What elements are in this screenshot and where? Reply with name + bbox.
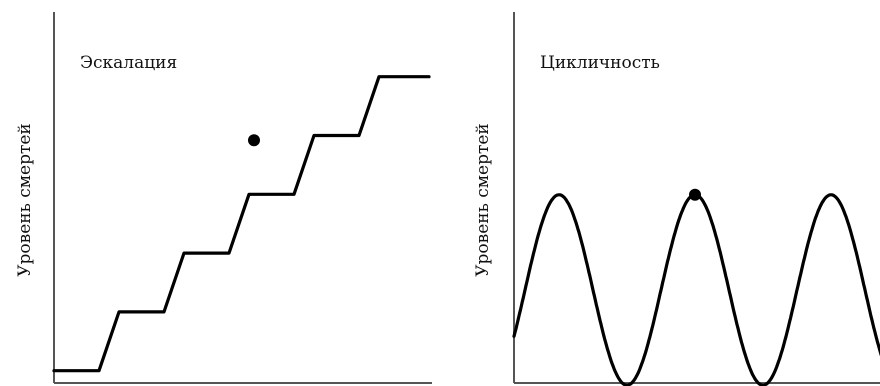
- left-y-axis-label: Уровень смертей: [15, 123, 35, 277]
- cyclicity-panel: Цикличность Уровень смертей: [473, 12, 880, 385]
- cyclicity-sine-wave: [514, 195, 880, 385]
- escalation-step-line: [54, 77, 429, 371]
- cyclicity-marker-point: [689, 189, 701, 201]
- escalation-panel: Эскалация Уровень смертей: [15, 12, 432, 383]
- escalation-title: Эскалация: [80, 53, 177, 73]
- escalation-marker-point: [248, 134, 260, 146]
- cyclicity-title: Цикличность: [540, 53, 660, 73]
- right-y-axis-label: Уровень смертей: [473, 123, 493, 277]
